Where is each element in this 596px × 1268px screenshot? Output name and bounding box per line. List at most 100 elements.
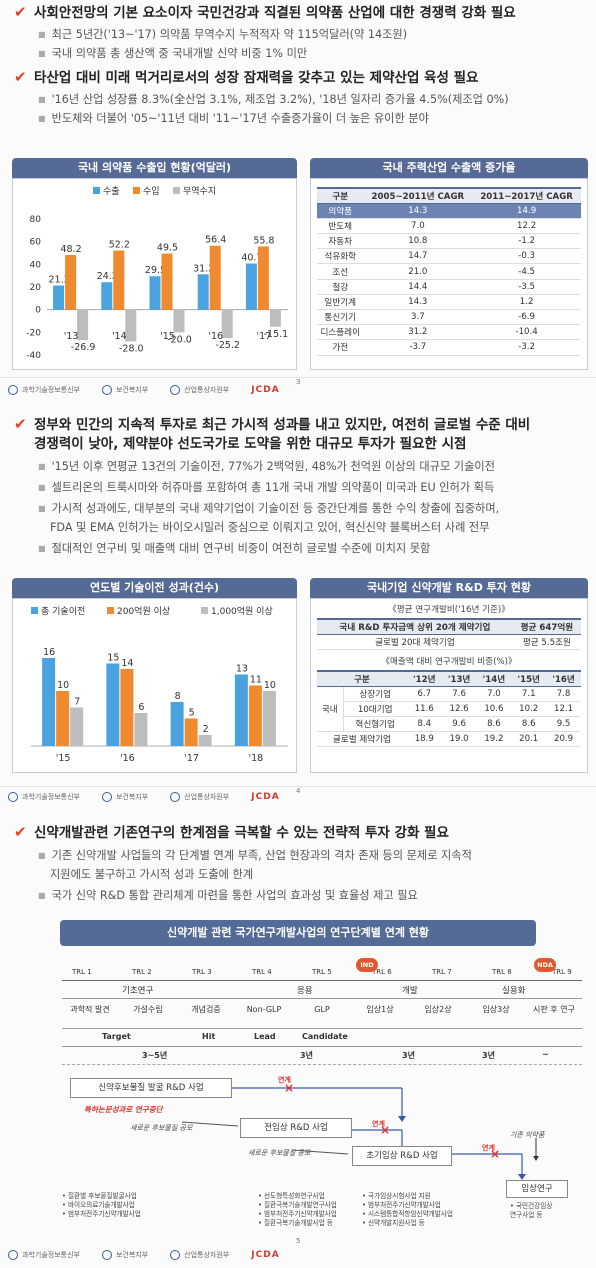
footer-org: 과학기술정보통신부 — [22, 386, 80, 394]
duration-label: 3년 — [402, 1051, 415, 1060]
stage-label: GLP — [314, 1005, 330, 1014]
table-header: 2005~2011년 CAGR — [363, 186, 473, 204]
export-growth-panel: 국내 주력산업 수출액 증가율 구분 2005~2011년 CAGR 2011~… — [310, 158, 588, 370]
duration-label: 3년 — [482, 1051, 495, 1060]
table-cell: 31.2 — [363, 324, 473, 341]
note-line: • 바이오의료기술개발사업 — [62, 1201, 135, 1209]
arrow-label: 새로운 후보물질 공모 — [248, 1149, 311, 1157]
rnd-cell: 12.6 — [441, 701, 477, 717]
gov-emblem-icon — [170, 1250, 181, 1260]
nda-badge: NDA — [534, 958, 556, 972]
bullet-8: 절대적인 연구비 및 매출액 대비 연구비 비중이 여전히 글로벌 수준에 미치… — [38, 539, 589, 558]
table-cell: 통신기기 — [317, 309, 364, 326]
rnd-group: 국내 — [317, 686, 344, 733]
bar — [53, 285, 65, 310]
footer-logos: 과학기술정보통신부 보건복지부 산업통상자원부 JCDA — [8, 792, 280, 802]
data-label: -26.9 — [71, 342, 96, 353]
footer-org: 산업통상자원부 — [184, 386, 230, 394]
table-row: 자동차 10.8 -1.2 — [317, 233, 581, 250]
rnd-title: 국내기업 신약개발 R&D 투자 현황 — [310, 578, 588, 598]
bar — [262, 691, 276, 746]
bullet-1: 최근 5년간('13~'17) 의약품 무역수지 누적적자 약 115억달러(약… — [38, 25, 589, 44]
data-label: 48.2 — [61, 244, 82, 255]
legend-swatch — [93, 187, 100, 194]
page-number: 5 — [296, 1237, 301, 1245]
rnd-cell: 8.4 — [406, 716, 442, 733]
rnd-header: '12년 — [406, 669, 442, 687]
x-tick-label: '17 — [184, 753, 199, 764]
legend-label: 1,000억원 이상 — [211, 605, 273, 617]
link-label: 연계 — [372, 1120, 385, 1128]
rnd-subtitle-1: 《평균 연구개발비('16년 기준)》 — [388, 605, 510, 615]
export-growth-table: 구분 2005~2011년 CAGR 2011~2017년 CAGR 의약품 14… — [317, 186, 581, 356]
clinical-research-box: 임상연구 — [506, 1180, 568, 1198]
note-line: • 시스템통합적항암신약개발사업 — [362, 1210, 453, 1218]
check-icon: ✔ — [14, 823, 27, 841]
data-label: 2 — [203, 724, 209, 735]
legend-swatch — [173, 187, 180, 194]
rnd-cell: 국내 R&D 투자금액 상위 20개 제약기업 — [317, 617, 513, 635]
legend-label: 무역수지 — [183, 186, 216, 197]
table-row: 조선 21.0 -4.5 — [317, 263, 581, 280]
check-icon: ✔ — [14, 415, 27, 433]
phase-label: 개발 — [402, 986, 418, 996]
table-row: 일반기계 14.3 1.2 — [317, 294, 581, 311]
trl-label: TRL 8 — [492, 968, 512, 976]
heading-1-text: 사회안전망의 기본 요소이자 국민건강과 직결된 의약품 산업에 대한 경쟁력 … — [34, 5, 516, 21]
data-label: 11 — [250, 675, 262, 686]
x-tick-label: '17 — [257, 331, 272, 342]
bar — [269, 309, 281, 327]
phase-label: 기초연구 — [122, 986, 154, 996]
note-line: • 범부처전주기신약개발사업 — [362, 1201, 441, 1209]
rnd-cell: 20.1 — [511, 731, 547, 748]
gov-emblem-icon — [101, 385, 112, 395]
phase-label: 응용 — [297, 986, 313, 996]
data-label: -28.0 — [119, 343, 144, 354]
data-label: 16 — [43, 647, 55, 658]
data-label: 10 — [57, 680, 69, 691]
table-cell: 일반기계 — [317, 294, 364, 311]
milestone-label: Lead — [254, 1032, 276, 1041]
legend-swatch — [107, 607, 114, 614]
bullet-9: 기존 신약개발 사업들의 각 단계별 연계 부족, 산업 현장과의 격차 존재 … — [38, 846, 589, 865]
legend-label: 수출 — [103, 186, 120, 197]
table-cell: 14.3 — [363, 203, 473, 219]
table-cell: 가전 — [317, 339, 364, 356]
svg-text:×: × — [284, 1081, 294, 1095]
arrow-label: 새로운 후보물질 공모 — [130, 1124, 193, 1132]
y-tick-label: 20 — [30, 283, 42, 293]
data-label: 21.3 — [49, 275, 70, 286]
x-tick-label: '13 — [64, 331, 79, 342]
gov-emblem-icon — [101, 792, 112, 802]
gov-emblem-icon — [170, 385, 181, 395]
stage-label: Non-GLP — [246, 1005, 282, 1014]
bullet-9-cont: 지원에도 불구하고 가시적 성과 도출에 한계 — [50, 868, 254, 881]
data-label: 6 — [138, 702, 144, 713]
note-line: • 범부처전주기신약개발사업 — [258, 1210, 337, 1218]
chart-title: 국내 의약품 수출입 현황(억달러) — [12, 158, 297, 178]
data-label: 10 — [264, 680, 276, 691]
table-cell: -4.5 — [472, 263, 581, 280]
bar — [209, 245, 221, 310]
rnd-cell: 8.6 — [511, 716, 547, 733]
table-cell: 조선 — [317, 263, 364, 280]
data-label: -15.1 — [264, 329, 289, 340]
rnd-cell: 7.8 — [546, 686, 581, 702]
rnd-avg-table: 국내 R&D 투자금액 상위 20개 제약기업 평균 647억원 글로벌 20대… — [317, 617, 581, 650]
rnd-cell: 7.0 — [476, 686, 512, 702]
gov-emblem-icon — [101, 1250, 112, 1260]
data-label: 40.7 — [241, 253, 262, 264]
bullet-2: 국내 의약품 총 생산액 중 국내개발 신약 비중 1% 미만 — [38, 44, 589, 63]
chart-export-import: 국내 의약품 수출입 현황(억달러) 수출 수입 무역수지 80 60 40 20 0 -20 -… — [12, 158, 297, 370]
heading-1: ✔ 사회안전망의 기본 요소이자 국민건강과 직결된 의약품 산업에 대한 경쟁… — [14, 3, 589, 23]
bar — [113, 250, 125, 310]
preclinical-program-box: 전임상 R&D 사업 — [240, 1118, 352, 1138]
heading-2-text: 타산업 대비 미래 먹거리로서의 성장 잠재력을 갖추고 있는 제약산업 육성 … — [34, 70, 479, 86]
table-cell: 3.7 — [363, 309, 473, 326]
halt-note: 특허논문성과로 연구중단 — [84, 1105, 163, 1114]
heading-3-text: 정부와 민간의 지속적 투자로 최근 가시적 성과를 내고 있지만, 여전히 글… — [34, 417, 531, 433]
rnd-panel: 국내기업 신약개발 R&D 투자 현황 《평균 연구개발비('16년 기준)》 … — [310, 578, 588, 773]
program-notes-4: • 국민건강임상 연구사업 등 — [510, 1202, 552, 1220]
table-row: 가전 -3.7 -3.2 — [317, 339, 581, 356]
footer-org: 보건복지부 — [115, 793, 149, 801]
